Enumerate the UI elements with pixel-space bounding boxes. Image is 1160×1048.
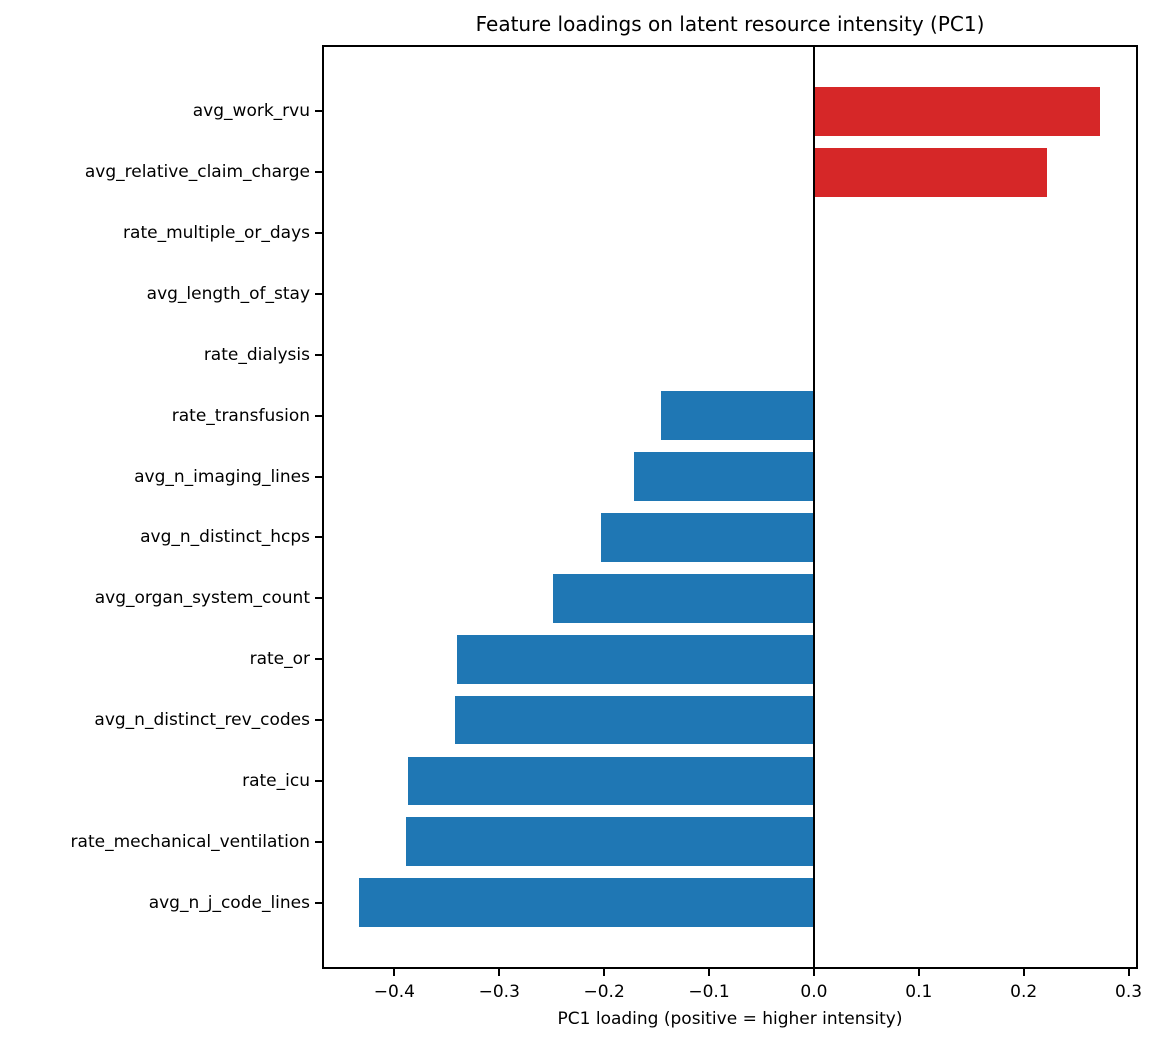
bar-avg_n_distinct_hcps <box>600 513 814 562</box>
y-tick-label-rate_multiple_or_days: rate_multiple_or_days <box>123 223 310 244</box>
y-tick-mark <box>315 171 322 174</box>
bar-rate_mechanical_ventilation <box>405 817 814 867</box>
y-tick-label-avg_length_of_stay: avg_length_of_stay <box>146 283 310 304</box>
bar-avg_work_rvu <box>813 87 1101 136</box>
y-tick-mark <box>315 110 322 113</box>
x-axis-label: PC1 loading (positive = higher intensity… <box>557 1009 903 1029</box>
x-tick-mark <box>603 969 606 976</box>
y-tick-mark <box>315 292 322 295</box>
y-tick-mark <box>315 779 322 782</box>
bar-avg_n_j_code_lines <box>358 878 814 927</box>
y-tick-label-rate_mechanical_ventilation: rate_mechanical_ventilation <box>70 831 310 852</box>
chart-title: Feature loadings on latent resource inte… <box>475 12 985 36</box>
x-tick-label: 0.3 <box>1115 982 1143 1002</box>
x-tick-label: −0.3 <box>478 982 520 1002</box>
y-tick-label-avg_work_rvu: avg_work_rvu <box>192 101 310 122</box>
x-tick-label: −0.4 <box>373 982 415 1002</box>
y-tick-label-avg_n_j_code_lines: avg_n_j_code_lines <box>148 892 310 913</box>
plot-area <box>322 45 1138 969</box>
y-tick-mark <box>315 658 322 661</box>
x-tick-label: 0.2 <box>1010 982 1038 1002</box>
y-tick-mark <box>315 597 322 600</box>
y-tick-label-avg_organ_system_count: avg_organ_system_count <box>94 588 310 609</box>
bar-avg_n_imaging_lines <box>633 452 814 501</box>
y-tick-label-rate_transfusion: rate_transfusion <box>171 405 310 426</box>
y-tick-mark <box>315 475 322 478</box>
x-tick-mark <box>393 969 396 976</box>
x-tick-label: −0.1 <box>688 982 730 1002</box>
bar-avg_n_distinct_rev_codes <box>455 695 814 745</box>
bar-rate_icu <box>408 756 814 806</box>
x-tick-label: −0.2 <box>583 982 625 1002</box>
zero-reference-line <box>812 45 815 969</box>
y-tick-label-rate_or: rate_or <box>249 649 310 670</box>
x-tick-mark <box>1127 969 1130 976</box>
x-tick-mark <box>708 969 711 976</box>
x-tick-mark <box>917 969 920 976</box>
x-tick-mark <box>1022 969 1025 976</box>
x-tick-mark <box>498 969 501 976</box>
y-tick-label-avg_n_distinct_rev_codes: avg_n_distinct_rev_codes <box>94 710 310 731</box>
y-tick-mark <box>315 719 322 722</box>
y-tick-label-avg_n_imaging_lines: avg_n_imaging_lines <box>134 466 310 487</box>
x-tick-label: 0.0 <box>800 982 828 1002</box>
bar-rate_or <box>457 634 814 684</box>
bar-avg_relative_claim_charge <box>813 147 1047 197</box>
y-tick-mark <box>315 840 322 843</box>
bar-avg_organ_system_count <box>552 573 814 623</box>
y-tick-mark <box>315 414 322 417</box>
x-tick-label: 0.1 <box>905 982 933 1002</box>
bar-rate_transfusion <box>660 391 814 441</box>
y-tick-mark <box>315 901 322 904</box>
x-tick-mark <box>812 969 815 976</box>
y-tick-mark <box>315 353 322 356</box>
y-tick-mark <box>315 232 322 235</box>
y-tick-label-avg_n_distinct_hcps: avg_n_distinct_hcps <box>140 527 310 548</box>
y-tick-label-rate_icu: rate_icu <box>242 770 310 791</box>
y-tick-label-rate_dialysis: rate_dialysis <box>203 344 310 365</box>
y-tick-mark <box>315 536 322 539</box>
y-tick-label-avg_relative_claim_charge: avg_relative_claim_charge <box>84 162 310 183</box>
